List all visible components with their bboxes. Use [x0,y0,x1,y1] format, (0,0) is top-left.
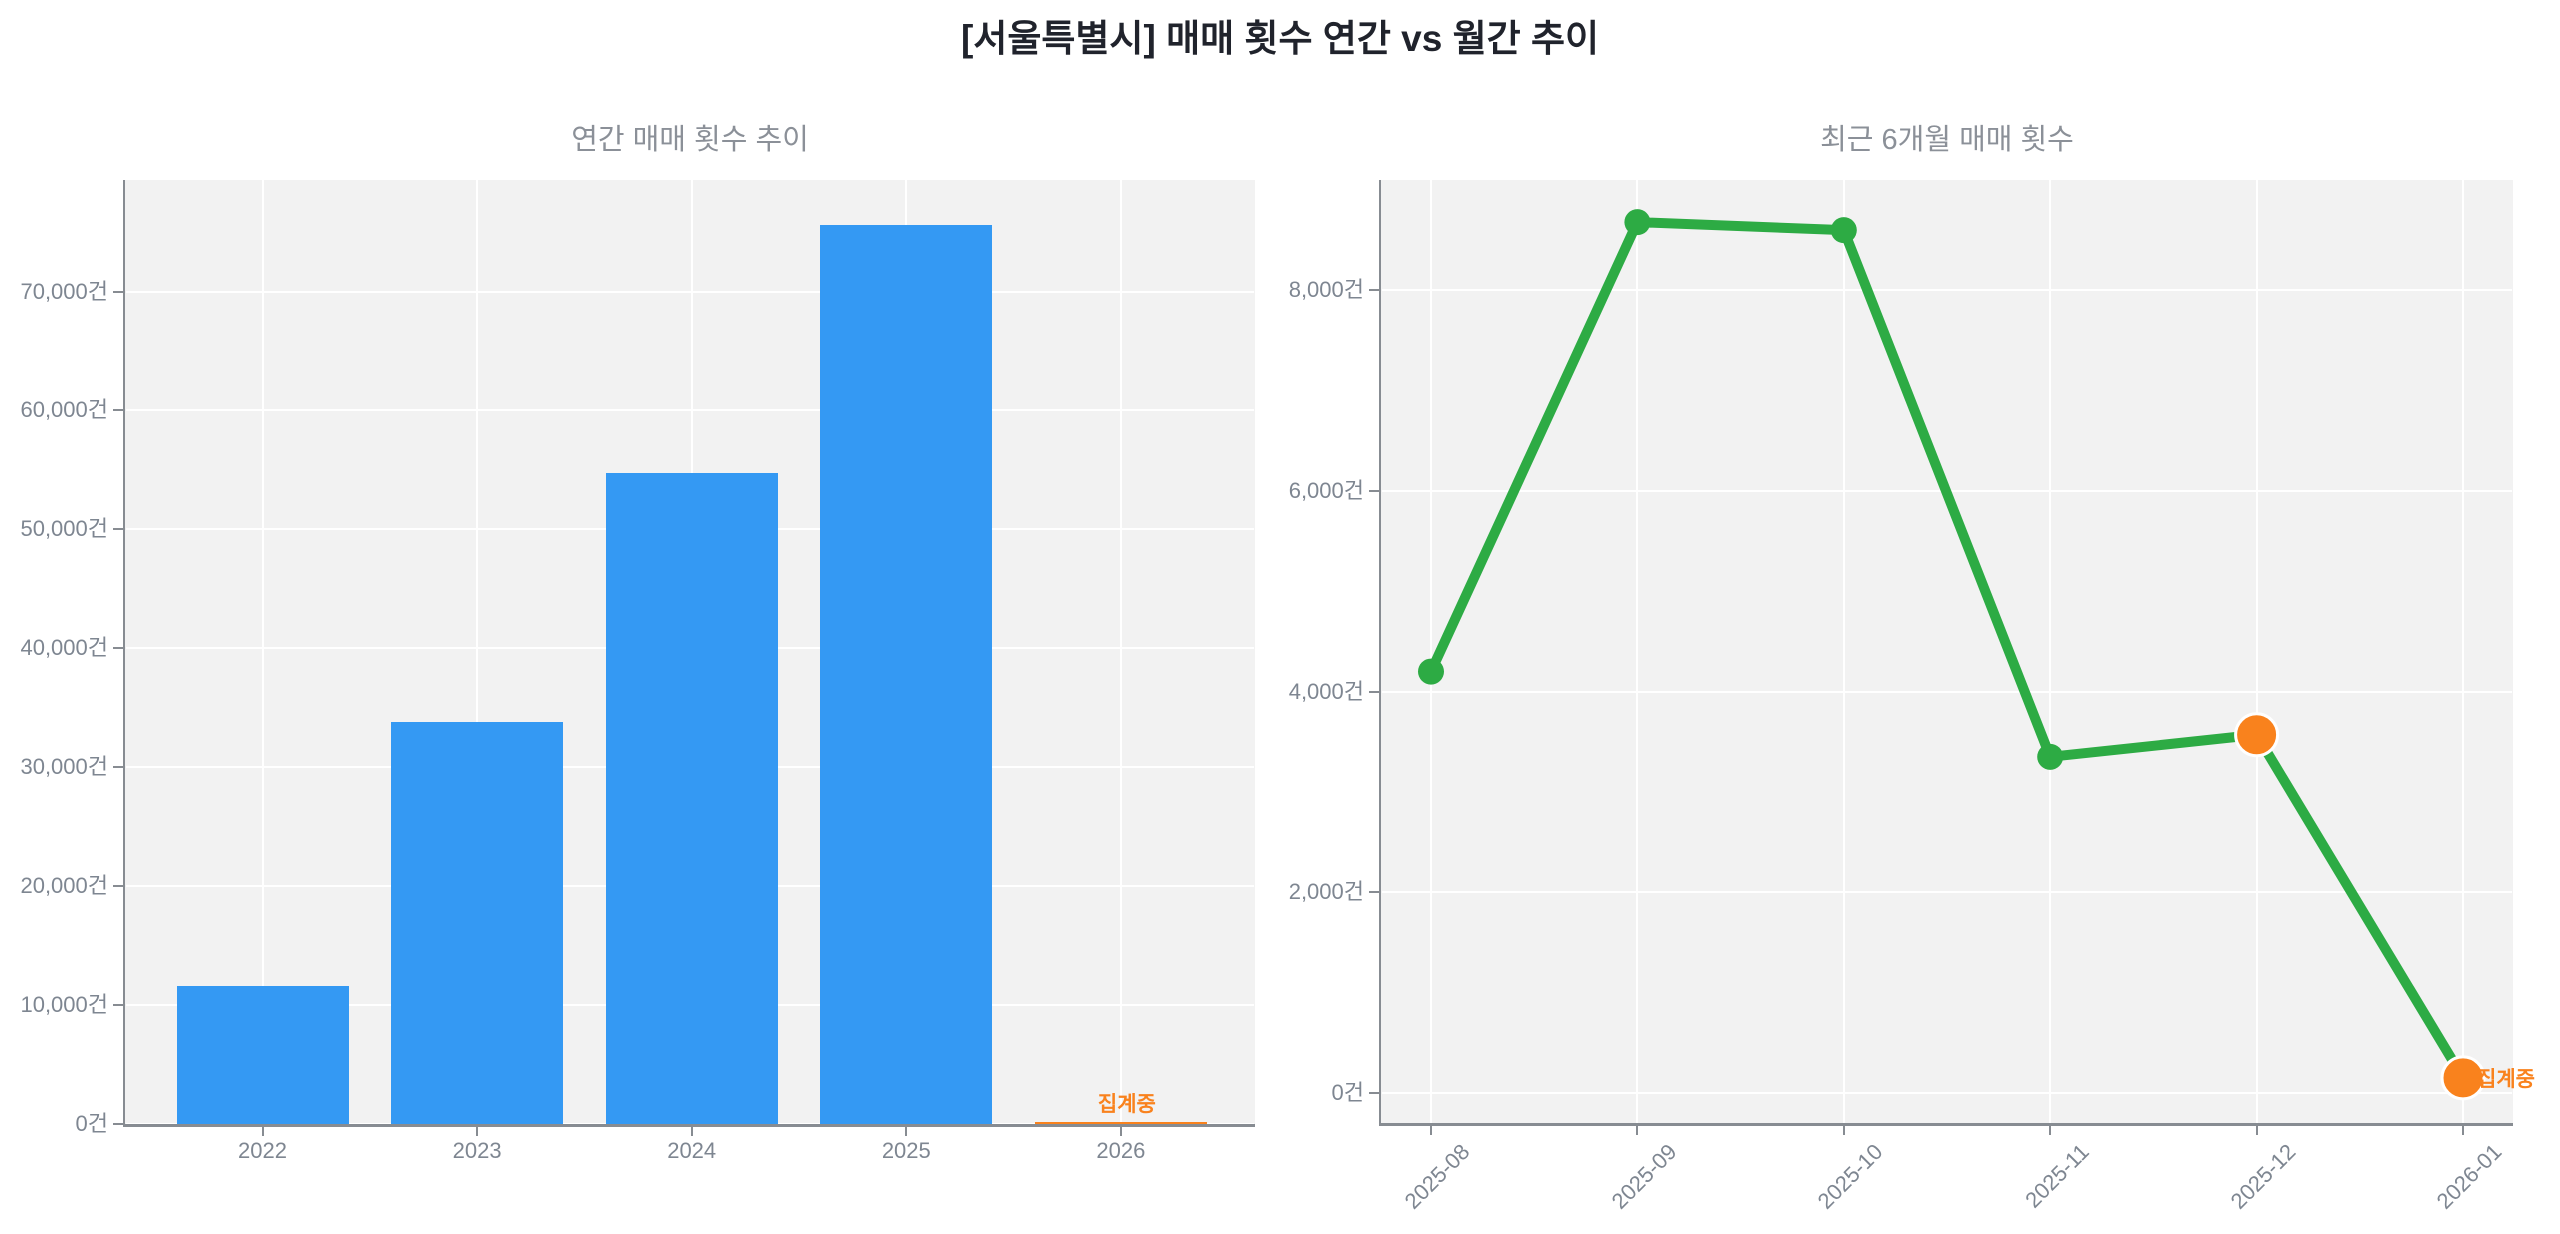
monthly-gridline-y [1382,1091,2512,1094]
monthly-xtick [2462,1126,2464,1135]
annual-ytick [113,885,125,888]
monthly-xtick-label: 2025-10 [1812,1139,1888,1214]
monthly-gridline-x [1430,180,1432,1123]
monthly-xtick-label: 2025-11 [2020,1139,2094,1213]
annual-xtick-label: 2024 [667,1138,717,1163]
annual-gridline-x [1119,180,1122,1124]
annual-xtick [690,1127,693,1136]
annual-xtick-label: 2025 [881,1138,931,1163]
monthly-xtick-label: 2025-09 [1606,1139,1682,1214]
annual-pending-annotation: 집계중 [1097,1093,1156,1116]
annual-xtick [905,1127,908,1136]
annual-gridline-x [476,180,479,1124]
annual-ytick-label: 40,000건 [20,635,108,661]
monthly-gridline-x [2462,180,2464,1123]
monthly-gridline-y [1382,489,2512,492]
monthly-ytick [1369,489,1381,492]
annual-bar-2022 [176,986,349,1124]
annual-ytick [113,1004,125,1007]
annual-xtick [1119,1127,1122,1136]
monthly-ytick [1369,1091,1381,1094]
monthly-xtick [1636,1126,1639,1135]
monthly-gridline-y [1382,690,2512,693]
annual-bar-2023 [391,722,564,1124]
monthly-xtick [1842,1126,1845,1135]
monthly-xtick [1430,1126,1432,1135]
annual-gridline-x [261,180,264,1124]
annual-ytick-label: 60,000건 [20,397,108,423]
monthly-xtick [2049,1126,2052,1135]
annual-xtick-label: 2026 [1096,1138,1146,1163]
monthly-gridline-x [2049,180,2052,1123]
annual-bar-2025 [820,224,993,1124]
annual-ytick-label: 20,000건 [20,873,108,899]
annual-ytick [113,290,125,293]
annual-ytick-label: 30,000건 [20,754,108,780]
monthly-xtick-label: 2026-01 [2431,1139,2507,1214]
monthly-xtick-label: 2025-08 [1399,1139,1475,1214]
annual-ytick [113,1123,125,1125]
page-title: [서울특별시] 매매 횟수 연간 vs 월간 추이 [960,18,1600,59]
annual-ytick [113,766,125,769]
annual-ytick [113,647,125,650]
monthly-plot-area [1381,180,2513,1123]
annual-y-axis-line [123,180,125,1126]
annual-ytick-label: 10,000건 [20,992,108,1018]
annual-xtick-label: 2022 [238,1138,287,1163]
annual-x-axis-line [123,1124,1255,1127]
monthly-gridline-x [1842,180,1845,1123]
annual-ytick-label: 70,000건 [20,278,108,304]
annual-ytick [113,409,125,412]
annual-ytick-label: 0건 [75,1111,108,1136]
annual-gridline-y [126,409,1254,412]
monthly-pending-annotation: 집계중 [2477,1067,2535,1091]
annual-xtick [261,1127,264,1136]
annual-xtick-label: 2023 [452,1138,502,1163]
annual-bar-2024 [605,473,778,1124]
monthly-gridline-x [2255,180,2258,1123]
monthly-ytick-label: 0건 [1331,1079,1364,1105]
annual-gridline-y [126,290,1254,293]
monthly-ytick [1369,690,1381,693]
monthly-gridline-y [1382,891,2512,894]
monthly-ytick [1369,891,1381,894]
monthly-xtick [2255,1126,2258,1135]
annual-xtick [476,1127,479,1136]
monthly-ytick-label: 8,000건 [1288,277,1364,303]
monthly-ytick [1369,289,1381,292]
monthly-ytick-label: 2,000건 [1288,879,1364,905]
annual-chart-title: 연간 매매 횟수 추이 [571,124,809,156]
monthly-y-axis-line [1379,180,1381,1125]
annual-ytick-label: 50,000건 [20,516,108,542]
monthly-ytick-label: 4,000건 [1288,678,1364,704]
annual-bar-2026 [1034,1121,1207,1124]
monthly-x-axis-line [1379,1123,2513,1126]
monthly-ytick-label: 6,000건 [1288,477,1364,503]
monthly-gridline-x [1636,180,1639,1123]
monthly-chart-title: 최근 6개월 매매 횟수 [1820,124,2074,156]
annual-ytick [113,528,125,531]
monthly-xtick-label: 2025-12 [2225,1139,2301,1214]
monthly-gridline-y [1382,289,2512,292]
